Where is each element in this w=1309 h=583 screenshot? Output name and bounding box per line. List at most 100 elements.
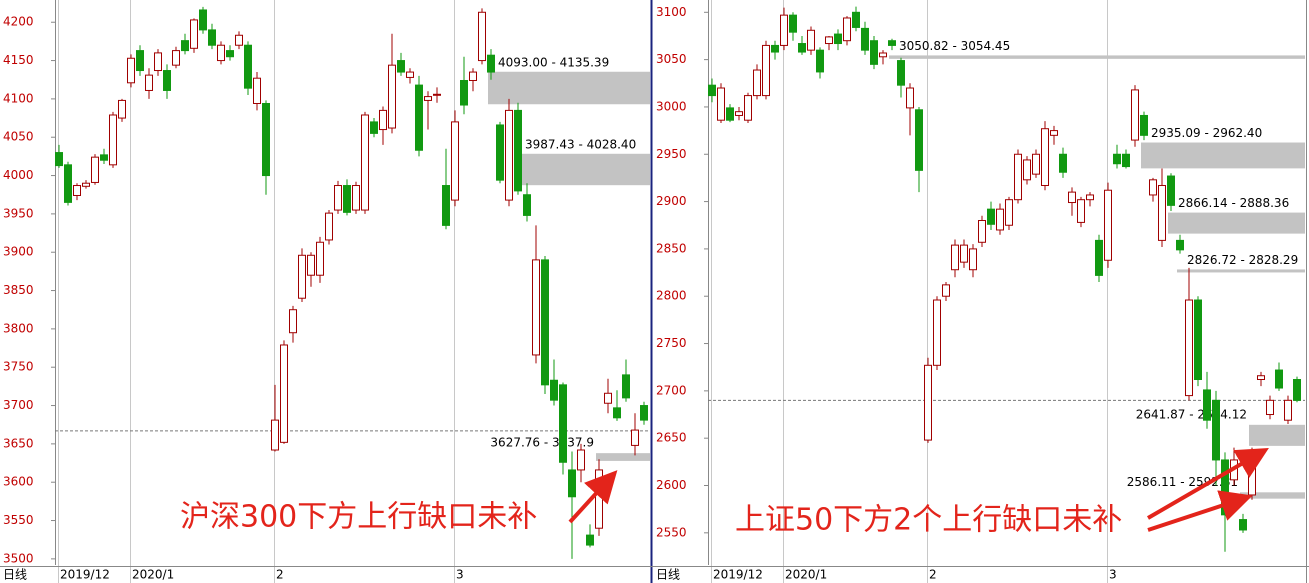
candle-body	[118, 99, 126, 119]
candle-body	[816, 49, 824, 73]
gap-zone	[1141, 142, 1305, 169]
candle-body	[514, 109, 522, 192]
gap-label: 2866.14 - 2888.36	[1178, 196, 1289, 210]
gap-label: 2935.09 - 2962.40	[1151, 126, 1262, 140]
arrow	[1146, 447, 1269, 520]
candle-body	[361, 114, 369, 211]
x-tick-label: 2019/12	[60, 568, 110, 582]
y-tick-label: 3850	[3, 283, 34, 297]
y-tick-label: 2750	[656, 336, 687, 350]
candle-body	[136, 50, 144, 72]
gap-zone	[515, 153, 650, 186]
candle-body	[406, 71, 414, 78]
candle-body	[397, 60, 405, 73]
y-tick-label: 4100	[3, 91, 34, 105]
candle-body	[532, 259, 540, 356]
candle-body	[316, 241, 324, 276]
candle-body	[1275, 369, 1283, 389]
candle-body	[343, 185, 351, 213]
candle-body	[199, 9, 207, 31]
candle-body	[1014, 153, 1022, 201]
y-tick-label: 3550	[3, 513, 34, 527]
candle-body	[559, 384, 567, 463]
gap-zone	[1240, 492, 1305, 499]
candle-body	[487, 54, 495, 73]
candle-body	[915, 109, 923, 171]
y-tick-label: 3650	[3, 436, 34, 450]
candle-body	[1086, 194, 1094, 201]
candle-body	[1131, 89, 1139, 141]
candle-body	[253, 77, 261, 104]
x-tick-label: 2020/1	[785, 568, 827, 582]
candle-body	[631, 429, 639, 446]
y-tick-label: 3950	[3, 206, 34, 220]
candle-body	[843, 17, 851, 42]
gap-label: 3050.82 - 3054.45	[899, 39, 1010, 53]
candle-body	[1122, 153, 1130, 168]
candle-body	[154, 52, 162, 72]
candle-body	[127, 57, 135, 84]
gap-zone	[596, 453, 650, 461]
gap-zone	[1177, 269, 1305, 273]
candle-body	[771, 44, 779, 53]
candle-body	[91, 156, 99, 183]
candle-body	[271, 419, 279, 451]
candle-body	[505, 109, 513, 201]
candle-body	[807, 29, 815, 51]
gap-label: 3627.76 - 3637.9	[490, 436, 594, 450]
candle-body	[861, 27, 869, 51]
y-tick-label: 4000	[3, 168, 34, 182]
candle-body	[334, 185, 342, 211]
candle-body	[726, 107, 734, 121]
candle-body	[996, 208, 1004, 231]
candle-body	[73, 185, 81, 196]
candle-body	[1077, 199, 1085, 223]
candle-body	[352, 185, 360, 211]
y-tick-label: 3500	[3, 551, 34, 565]
y-tick-label: 2850	[656, 241, 687, 255]
candle-body	[478, 11, 486, 62]
candle-body	[541, 259, 549, 386]
gap-label: 2641.87 - 2664.12	[1136, 407, 1247, 421]
candle-body	[379, 109, 387, 131]
candle-body	[469, 71, 477, 81]
candle-body	[1050, 130, 1058, 136]
y-tick-label: 2950	[656, 147, 687, 161]
candle-body	[1158, 184, 1166, 241]
candle-body	[852, 11, 860, 28]
candle-body	[1041, 128, 1049, 186]
candle-body	[897, 60, 905, 86]
candle-body	[109, 114, 117, 166]
gap-label: 4093.00 - 4135.39	[498, 55, 609, 69]
y-tick-label: 2900	[656, 194, 687, 208]
candle-body	[460, 79, 468, 106]
x-tick-label: 3	[1109, 568, 1117, 582]
annotation: 上证50下方2个上行缺口未补	[735, 503, 1122, 538]
candle-body	[1104, 189, 1112, 261]
candle-body	[82, 182, 90, 187]
x-tick-label: 2020/1	[132, 568, 174, 582]
candle-body	[424, 96, 432, 101]
candle-body	[735, 111, 743, 116]
candle-body	[433, 93, 441, 96]
candle-body	[1176, 239, 1184, 251]
gap-zone	[1168, 212, 1305, 234]
candle-body	[388, 64, 396, 129]
candle-body	[1266, 399, 1274, 416]
period-label: 日线	[656, 568, 680, 582]
y-tick-label: 2800	[656, 289, 687, 303]
x-tick-label: 2	[276, 568, 284, 582]
y-tick-label: 3000	[656, 99, 687, 113]
candle-body	[762, 44, 770, 97]
candle-body	[951, 244, 959, 271]
candle-body	[217, 44, 225, 62]
candle-body	[64, 164, 72, 203]
y-tick-label: 3800	[3, 321, 34, 335]
candle-body	[1149, 179, 1157, 196]
candle-body	[307, 254, 315, 276]
candle-body	[640, 405, 648, 421]
candle-body	[798, 43, 806, 53]
candle-body	[1095, 239, 1103, 276]
candle-body	[280, 344, 288, 443]
